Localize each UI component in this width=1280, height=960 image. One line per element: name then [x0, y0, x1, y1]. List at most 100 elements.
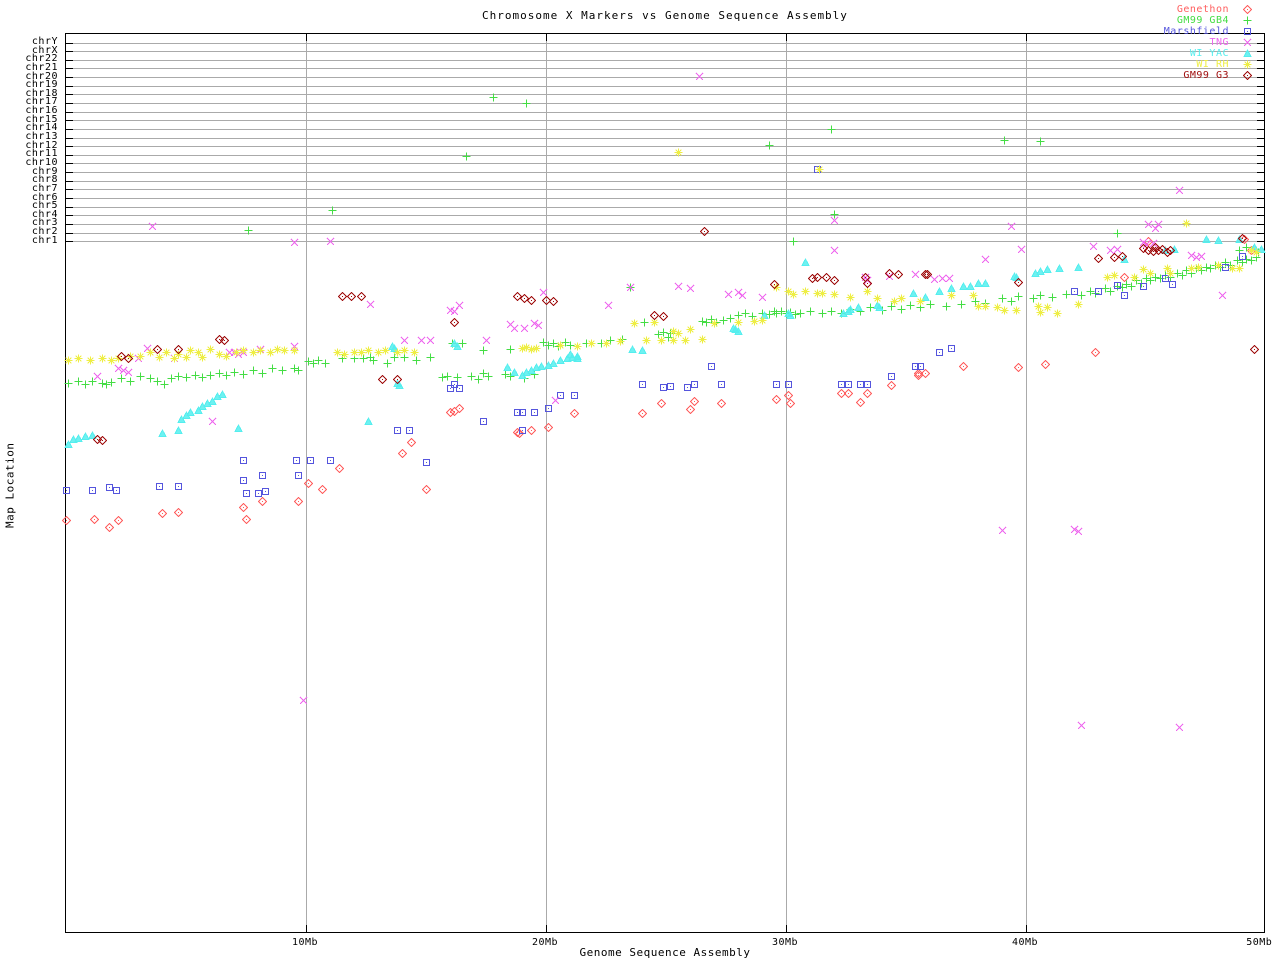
y-tick-label-chr3: chr3	[31, 217, 58, 229]
legend-row-marshfield: Marshfield	[1164, 26, 1252, 37]
data-point-wi-rh	[947, 291, 956, 300]
data-point-genethon	[570, 409, 580, 419]
data-point-marshfield	[690, 380, 699, 389]
data-point-gm99-gb4	[1007, 297, 1016, 306]
data-point-gm99-gb4	[268, 364, 277, 373]
data-point-gm99-gb4	[160, 380, 169, 389]
x-tick-bottom-40Mb	[1026, 925, 1027, 932]
data-point-wi-yac	[1213, 235, 1223, 245]
gridline-chr4	[66, 215, 1264, 217]
data-point-gm99-gb4	[1036, 291, 1045, 300]
data-point-wi-yac	[947, 284, 956, 293]
x-tick-top-40Mb	[1026, 34, 1027, 41]
data-point-gm99-g3	[512, 292, 522, 302]
data-point-wi-rh	[174, 350, 183, 359]
y-tick-label-chr20: chr20	[25, 70, 58, 82]
data-point-gm99-g3	[1153, 246, 1163, 256]
data-point-tng	[446, 306, 455, 315]
data-point-gm99-gb4	[1091, 289, 1100, 298]
data-point-marshfield	[174, 482, 183, 491]
data-point-marshfield	[479, 417, 488, 426]
gridline-10Mb	[306, 34, 307, 932]
data-point-marshfield	[306, 456, 315, 465]
data-point-wi-yac	[64, 439, 73, 449]
data-point-gm99-gb4	[796, 309, 805, 318]
data-point-wi-yac	[1055, 263, 1064, 273]
y-tick-left-chr16	[66, 111, 73, 113]
data-point-gm99-gb4	[328, 206, 337, 215]
y-tick-label-chrY: chrY	[31, 36, 58, 47]
data-point-gm99-g3	[92, 434, 102, 444]
data-point-wi-rh	[974, 302, 983, 311]
data-point-tng	[695, 72, 704, 81]
plot-area	[61, 33, 1266, 933]
y-tick-label-chr14: chr14	[25, 122, 58, 134]
data-point-gm99-g3	[337, 292, 347, 302]
data-point-gm99-gb4	[544, 341, 553, 350]
data-point-gm99-gb4	[522, 99, 531, 108]
data-point-wi-yac	[174, 426, 184, 435]
data-point-marshfield	[556, 391, 565, 400]
data-point-gm99-gb4	[321, 359, 330, 368]
data-point-wi-rh	[1163, 264, 1172, 273]
x-axis-label: Genome Sequence Assembly	[579, 946, 751, 959]
data-point-tng	[539, 288, 548, 297]
data-point-wi-rh	[393, 348, 402, 357]
data-point-tng	[1151, 224, 1160, 233]
data-point-genethon	[1040, 359, 1050, 369]
data-point-genethon	[843, 388, 853, 398]
data-point-marshfield	[570, 391, 579, 400]
data-point-wi-rh	[1043, 303, 1052, 312]
data-point-gm99-gb4	[501, 370, 510, 379]
legend-label: TNG	[1209, 37, 1229, 48]
data-point-gm99-gb4	[1122, 280, 1131, 289]
data-point-genethon	[174, 508, 184, 518]
data-point-wi-rh	[1182, 219, 1191, 228]
data-point-wi-rh	[364, 346, 373, 355]
data-point-gm99-g3	[1139, 243, 1149, 253]
data-point-marshfield	[947, 344, 956, 353]
legend-label: Genethon	[1176, 4, 1229, 15]
data-point-wi-rh	[74, 354, 83, 363]
data-point-tng	[520, 324, 529, 333]
legend-row-wi-rh: WI RH	[1164, 59, 1252, 70]
data-point-wi-rh	[1166, 269, 1175, 278]
data-point-genethon	[656, 398, 666, 408]
legend-label: WI RH	[1196, 59, 1229, 70]
data-point-gm99-gb4	[640, 318, 649, 327]
data-point-wi-rh	[194, 348, 203, 357]
data-point-wi-yac	[536, 361, 546, 371]
data-point-marshfield	[258, 471, 267, 480]
y-tick-right-chrY	[1257, 42, 1264, 44]
data-point-marshfield	[1070, 287, 1079, 296]
x-tick-bottom-30Mb	[786, 925, 787, 932]
data-point-wi-rh	[1074, 300, 1083, 309]
data-point-tng	[604, 301, 613, 310]
cross-icon	[1243, 38, 1252, 47]
y-tick-left-chr15	[66, 120, 73, 122]
data-point-gm99-g3	[378, 375, 388, 385]
data-point-genethon	[637, 409, 647, 419]
data-point-wi-rh	[98, 354, 107, 363]
y-tick-right-chr19	[1257, 85, 1264, 87]
data-point-genethon	[913, 368, 923, 378]
data-point-gm99-g3	[812, 273, 822, 283]
data-point-marshfield	[856, 380, 865, 389]
y-tick-left-chr13	[66, 137, 73, 139]
data-point-wi-rh	[222, 352, 231, 361]
x-tick-top-30Mb	[786, 34, 787, 41]
gridline-chr19	[66, 85, 1264, 87]
data-point-wi-rh	[602, 339, 611, 348]
data-point-tng	[1175, 723, 1184, 732]
y-axis-label: Map Location	[3, 442, 17, 528]
data-point-wi-rh	[1247, 246, 1256, 255]
data-point-wi-rh	[249, 348, 258, 357]
data-point-marshfield	[1168, 280, 1177, 289]
data-point-tng	[674, 282, 683, 291]
data-point-gm99-gb4	[244, 226, 253, 235]
gridline-chr16	[66, 111, 1264, 113]
data-point-tng	[417, 336, 426, 345]
data-point-tng	[299, 696, 308, 705]
data-point-gm99-g3	[219, 336, 229, 346]
data-point-gm99-gb4	[1242, 243, 1251, 252]
